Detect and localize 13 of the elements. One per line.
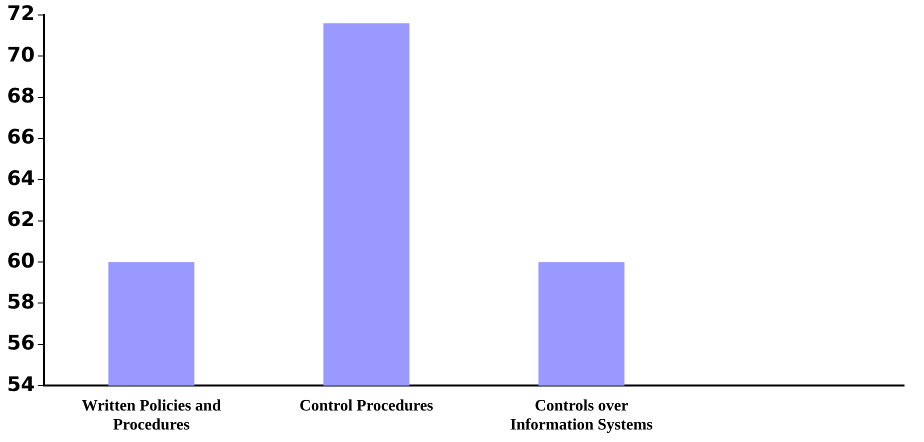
- y-tick-label: 56: [6, 330, 35, 355]
- y-tick-label: 58: [6, 289, 35, 314]
- x-tick-label: Written Policies and Procedures: [82, 397, 222, 434]
- y-tick-label: 68: [6, 84, 35, 108]
- y-tick-label: 62: [6, 207, 35, 232]
- y-tick-label: 60: [6, 248, 35, 272]
- y-tick-label: 70: [6, 42, 35, 66]
- y-tick-label: 66: [6, 124, 35, 149]
- x-tick-label: Controls over Information Systems: [510, 397, 653, 434]
- y-tick-label: 54: [6, 372, 35, 396]
- y-tick-label: 64: [6, 166, 35, 190]
- x-tick-label: Control Procedures: [300, 397, 434, 414]
- y-tick-label: 72: [6, 1, 35, 26]
